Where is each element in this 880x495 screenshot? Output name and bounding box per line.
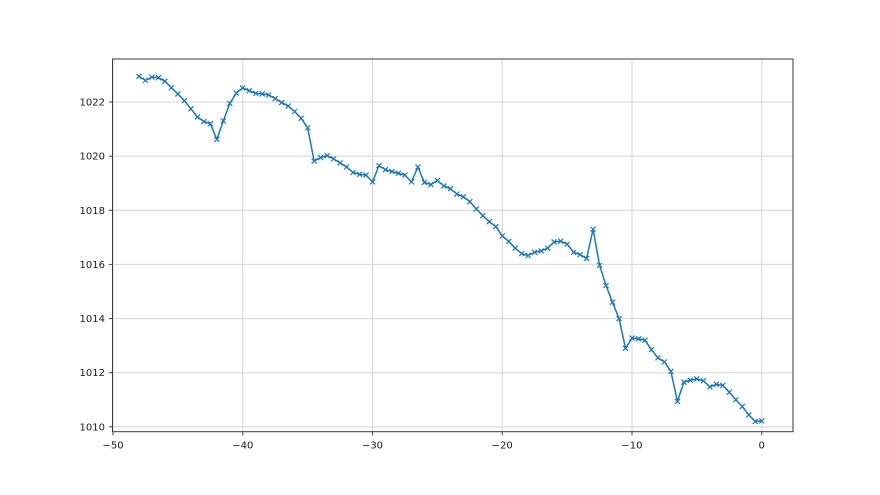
axes-frame xyxy=(112,58,794,433)
y-tick-label: 1022 xyxy=(80,98,105,109)
y-axis: 1010 1012 1014 1016 1018 1020 1022 xyxy=(80,98,113,433)
y-tick-label: 1016 xyxy=(80,260,105,271)
x-tick-label: −20 xyxy=(492,441,513,452)
data-series xyxy=(136,73,765,425)
y-tick-label: 1020 xyxy=(80,152,105,163)
x-axis: −50 −40 −30 −20 −10 0 xyxy=(102,431,765,452)
grid-lines xyxy=(112,59,793,432)
y-tick-label: 1014 xyxy=(80,314,105,325)
y-tick-label: 1012 xyxy=(80,368,105,379)
y-tick-label: 1010 xyxy=(80,422,105,433)
y-tick-label: 1018 xyxy=(80,206,105,217)
x-tick-label: −40 xyxy=(232,441,253,452)
x-markers xyxy=(136,73,765,425)
x-tick-label: −50 xyxy=(102,441,123,452)
x-tick-label: −30 xyxy=(362,441,383,452)
x-tick-label: 0 xyxy=(759,441,765,452)
x-tick-label: −10 xyxy=(621,441,642,452)
